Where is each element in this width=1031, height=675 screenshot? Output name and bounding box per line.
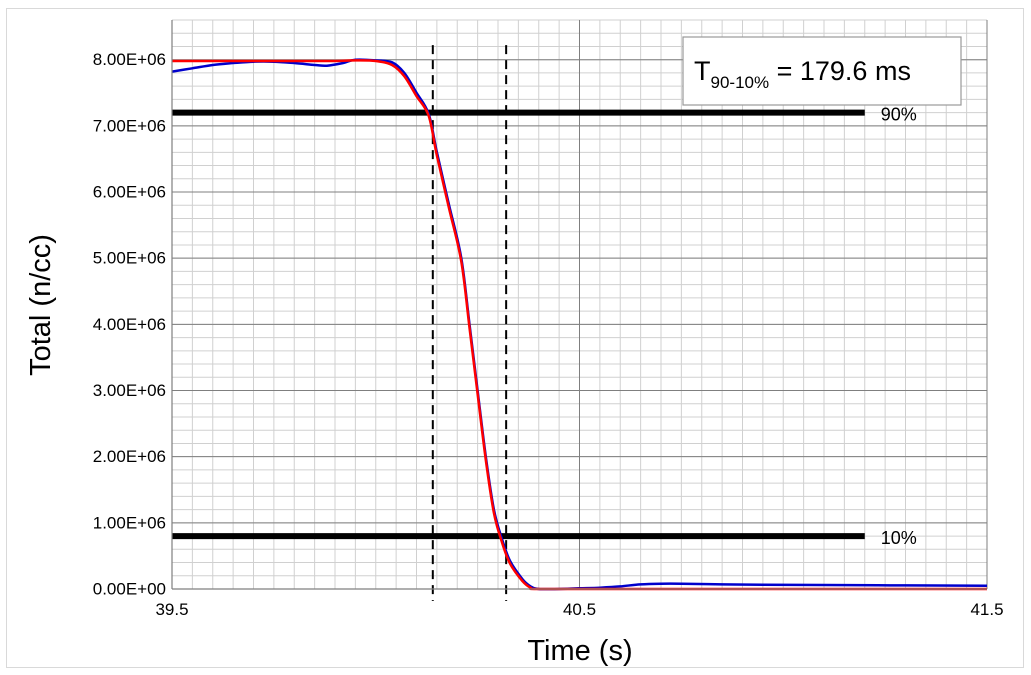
y-tick-label: 2.00E+06 — [93, 447, 166, 466]
y-tick-label: 4.00E+06 — [93, 315, 166, 334]
x-tick-label: 39.5 — [155, 600, 188, 619]
threshold-lines: 90% 10% — [172, 105, 917, 548]
x-tick-label: 40.5 — [563, 600, 596, 619]
threshold-label: 10% — [881, 528, 917, 548]
y-tick-label: 7.00E+06 — [93, 116, 166, 135]
y-axis-title: Total (n/cc) — [25, 234, 57, 376]
annotation-value: = 179.6 ms — [769, 56, 911, 86]
y-tick-label: 1.00E+06 — [93, 513, 166, 532]
y-tick-label: 8.00E+06 — [93, 50, 166, 69]
annotation-text: T90-10% = 179.6 ms — [694, 56, 911, 92]
threshold-label: 90% — [881, 105, 917, 125]
annotation-border — [682, 36, 962, 106]
axes — [171, 20, 987, 590]
x-axis-title: Time (s) — [527, 635, 632, 667]
x-tick-labels: 39.5 40.5 41.5 — [155, 600, 1003, 619]
y-tick-label: 6.00E+06 — [93, 183, 166, 202]
annotation-box: T90-10% = 179.6 ms — [682, 36, 962, 106]
chart-frame — [6, 8, 1024, 668]
y-tick-label: 0.00E+00 — [93, 579, 166, 598]
y-tick-label: 3.00E+06 — [93, 381, 166, 400]
y-tick-label: 5.00E+06 — [93, 249, 166, 268]
y-tick-labels: 0.00E+00 1.00E+06 2.00E+06 3.00E+06 4.00E+06… — [93, 50, 166, 598]
x-tick-label: 41.5 — [970, 600, 1003, 619]
annotation-t: T — [694, 56, 711, 86]
annotation-subscript: 90-10% — [711, 73, 770, 92]
